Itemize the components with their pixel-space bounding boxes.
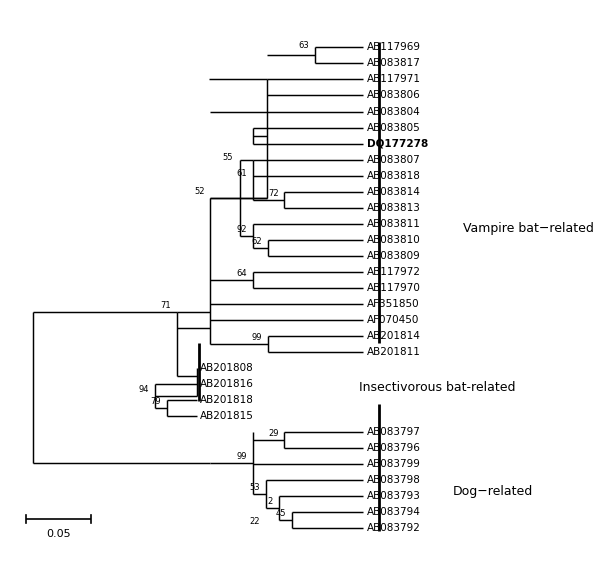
Text: Dog−related: Dog−related: [453, 485, 533, 498]
Text: AB083805: AB083805: [367, 123, 421, 132]
Text: AB083798: AB083798: [367, 475, 421, 485]
Text: AB083792: AB083792: [367, 523, 421, 533]
Text: 99: 99: [237, 452, 247, 461]
Text: Insectivorous bat-related: Insectivorous bat-related: [359, 381, 516, 394]
Text: AB083799: AB083799: [367, 459, 421, 469]
Text: 94: 94: [138, 385, 149, 394]
Text: AB201814: AB201814: [367, 331, 421, 341]
Text: 63: 63: [298, 41, 309, 51]
Text: AB201818: AB201818: [200, 395, 254, 405]
Text: AB117970: AB117970: [367, 283, 421, 293]
Text: 92: 92: [237, 225, 247, 233]
Text: 99: 99: [251, 333, 262, 342]
Text: 29: 29: [268, 429, 278, 438]
Text: AB083818: AB083818: [367, 170, 421, 181]
Text: 45: 45: [275, 509, 286, 518]
Text: 53: 53: [249, 483, 260, 492]
Text: 52: 52: [194, 187, 205, 195]
Text: AB083806: AB083806: [367, 90, 421, 101]
Text: 22: 22: [249, 517, 260, 526]
Text: AB083814: AB083814: [367, 187, 421, 197]
Text: AF351850: AF351850: [367, 299, 419, 309]
Text: AB201811: AB201811: [367, 347, 421, 357]
Text: AB117972: AB117972: [367, 267, 421, 277]
Text: AB117971: AB117971: [367, 74, 421, 85]
Text: AB201808: AB201808: [200, 363, 254, 373]
Text: 61: 61: [237, 169, 247, 178]
Text: 79: 79: [151, 397, 161, 406]
Text: AB083794: AB083794: [367, 507, 421, 517]
Text: AB083797: AB083797: [367, 427, 421, 437]
Text: Vampire bat−related: Vampire bat−related: [463, 222, 594, 235]
Text: 71: 71: [160, 301, 171, 310]
Text: AB117969: AB117969: [367, 43, 421, 52]
Text: DQ177278: DQ177278: [367, 139, 428, 149]
Text: AB083817: AB083817: [367, 59, 421, 68]
Text: AB083813: AB083813: [367, 203, 421, 212]
Text: AB083810: AB083810: [367, 235, 421, 245]
Text: 55: 55: [222, 153, 233, 162]
Text: AB083811: AB083811: [367, 219, 421, 229]
Text: AB201815: AB201815: [200, 411, 254, 421]
Text: AB083809: AB083809: [367, 250, 421, 261]
Text: AB083796: AB083796: [367, 443, 421, 453]
Text: AB201816: AB201816: [200, 379, 254, 389]
Text: 0.05: 0.05: [46, 529, 71, 539]
Text: AB083804: AB083804: [367, 107, 421, 116]
Text: AB083793: AB083793: [367, 491, 421, 501]
Text: 2: 2: [268, 497, 273, 506]
Text: AB083807: AB083807: [367, 154, 421, 165]
Text: AF070450: AF070450: [367, 315, 419, 325]
Text: 64: 64: [237, 269, 247, 278]
Text: 72: 72: [268, 189, 278, 198]
Text: 62: 62: [251, 237, 262, 246]
